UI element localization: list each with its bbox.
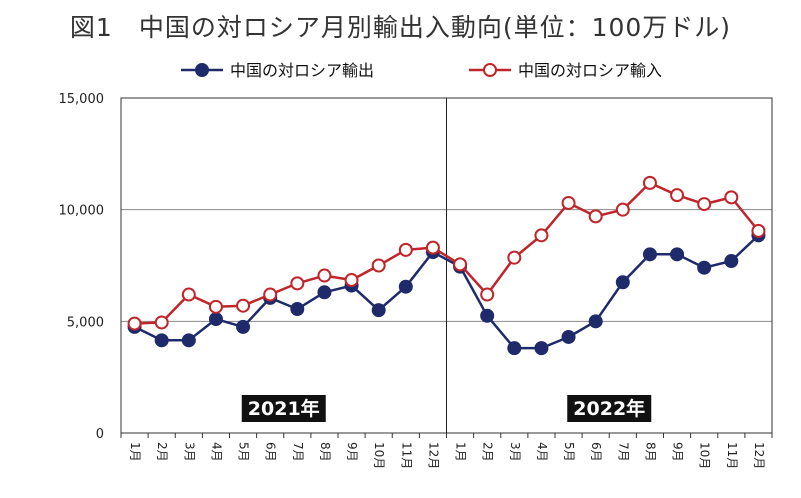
data-point <box>751 223 766 238</box>
x-tick-label: 10月 <box>372 442 386 469</box>
data-point <box>561 195 576 210</box>
data-point <box>236 298 251 313</box>
series-layer <box>127 175 766 356</box>
data-point <box>154 333 169 348</box>
data-point <box>181 287 196 302</box>
data-point <box>154 315 169 330</box>
data-point <box>371 303 386 318</box>
legend-marker-2 <box>483 63 497 77</box>
x-tick-label: 3月 <box>182 442 196 462</box>
x-tick-label: 11月 <box>399 442 413 469</box>
data-point <box>317 285 332 300</box>
x-tick-label: 5月 <box>562 442 576 462</box>
x-tick-label: 1月 <box>454 442 468 462</box>
x-tick-label: 6月 <box>589 442 603 462</box>
x-tick-label: 10月 <box>698 442 712 469</box>
data-point <box>697 260 712 275</box>
x-tick-label: 3月 <box>508 442 522 462</box>
x-tick-label: 11月 <box>725 442 739 469</box>
x-tick-label: 12月 <box>426 442 440 469</box>
x-tick-label: 4月 <box>535 442 549 462</box>
chart-title: 図1 中国の対ロシア月別輸出入動向(単位：100万ドル) <box>69 13 732 42</box>
x-tick-label: 6月 <box>264 442 278 462</box>
legend-label-1: 中国の対ロシア輸出 <box>230 61 374 80</box>
data-point <box>588 209 603 224</box>
x-tick-label: 2月 <box>155 442 169 462</box>
x-tick-label: 7月 <box>616 442 630 462</box>
y-tick-label: 10,000 <box>59 204 105 219</box>
year-label-box <box>241 395 326 422</box>
data-point <box>642 175 657 190</box>
year-label: 2021年 <box>248 397 320 420</box>
data-point <box>724 190 739 205</box>
data-point <box>317 268 332 283</box>
data-point <box>670 188 685 203</box>
x-tick-label: 7月 <box>291 442 305 462</box>
data-point <box>724 254 739 269</box>
data-point <box>344 273 359 288</box>
data-point <box>263 287 278 302</box>
data-point <box>561 329 576 344</box>
data-point <box>425 240 440 255</box>
data-point <box>208 299 223 314</box>
data-point <box>236 319 251 334</box>
data-point <box>181 333 196 348</box>
legend-label-2: 中国の対ロシア輸入 <box>518 61 662 80</box>
axes: 0 5,000 10,000 15,000 1月 2月 3月 4月 5月 6月 7月 8月 9月 10月 1… <box>59 92 773 469</box>
data-point <box>507 250 522 265</box>
data-point <box>534 341 549 356</box>
data-point <box>290 276 305 291</box>
data-point <box>480 287 495 302</box>
x-tick-label: 4月 <box>209 442 223 462</box>
legend-marker-1 <box>195 63 209 77</box>
x-tick-label: 1月 <box>128 442 142 462</box>
data-point <box>398 279 413 294</box>
data-point <box>642 247 657 262</box>
year-label-box <box>567 395 652 422</box>
legend: 中国の対ロシア輸出 中国の対ロシア輸入 <box>181 61 662 80</box>
x-tick-label: 8月 <box>643 442 657 462</box>
x-tick-label: 9月 <box>671 442 685 462</box>
x-tick-label: 2月 <box>481 442 495 462</box>
data-point <box>127 316 142 331</box>
data-point <box>371 258 386 273</box>
x-tick-label: 12月 <box>752 442 766 469</box>
year-labels: 2021年 2022年 <box>241 395 652 422</box>
x-tick-label: 5月 <box>237 442 251 462</box>
data-point <box>697 197 712 212</box>
data-point <box>290 302 305 317</box>
data-point <box>534 228 549 243</box>
year-label: 2022年 <box>573 397 645 420</box>
data-point <box>615 275 630 290</box>
data-point <box>588 314 603 329</box>
y-tick-label: 5,000 <box>67 315 104 330</box>
data-point <box>507 341 522 356</box>
y-tick-label: 15,000 <box>59 92 105 107</box>
data-point <box>615 202 630 217</box>
y-tick-label: 0 <box>96 427 104 442</box>
data-point <box>453 257 468 272</box>
data-point <box>670 247 685 262</box>
x-tick-label: 8月 <box>318 442 332 462</box>
data-point <box>480 308 495 323</box>
x-tick-label: 9月 <box>345 442 359 462</box>
data-point <box>398 242 413 257</box>
data-point <box>208 312 223 327</box>
